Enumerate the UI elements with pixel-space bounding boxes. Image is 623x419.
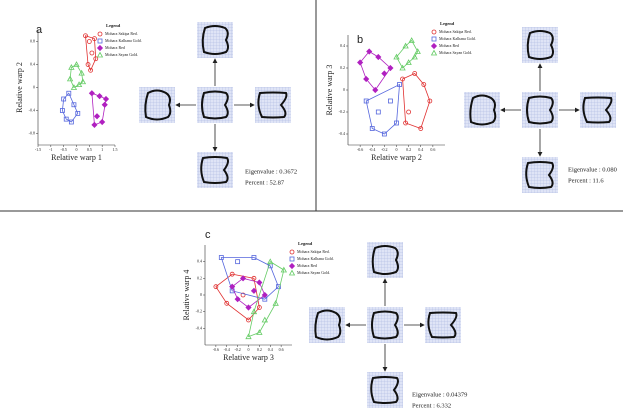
legend-label: Mohara Kalhana Gold. — [439, 36, 476, 41]
annotation: Eigenvalue : 0.3672 — [245, 168, 297, 175]
x-tick-label: 0.4 — [418, 147, 423, 152]
x-tick-label: -0.6 — [213, 347, 219, 352]
x-tick-label: 0.2 — [257, 347, 262, 352]
legend-title: Legend — [440, 21, 455, 26]
y-tick-label: 0.2 — [340, 65, 345, 70]
legend-label: Mohara Sayan Gold. — [105, 52, 138, 57]
y-axis-title: Relative warp 4 — [182, 270, 191, 321]
annotation: Eigenvalue : 0.04379 — [412, 391, 467, 398]
legend-label: Mohara Kalhana Gold. — [297, 256, 334, 261]
x-tick-label: 0.4 — [268, 347, 273, 352]
x-tick-label: -0.4 — [369, 147, 375, 152]
y-tick-label: 0.2 — [197, 275, 202, 280]
annotation: Percent : 52.87 — [245, 179, 285, 186]
legend-label: Mohara Sayan Gold. — [439, 50, 472, 55]
y-axis-title: Relative warp 3 — [325, 65, 334, 116]
legend-label: Mohara Red — [297, 263, 317, 268]
x-axis-title: Relative warp 3 — [223, 353, 274, 362]
y-tick-label: 0.8 — [30, 38, 35, 43]
legend-label: Mohara Sakipa Red. — [297, 249, 330, 254]
y-tick-label: -0.8 — [29, 130, 35, 135]
legend-label: Mohara Sayan Gold. — [297, 270, 330, 275]
legend-label: Mohara Sakipa Red. — [105, 31, 138, 36]
y-tick-label: -0.2 — [196, 309, 202, 314]
legend-label: Mohara Kalhana Gold. — [105, 38, 142, 43]
x-tick-label: -0.2 — [381, 147, 387, 152]
y-tick-label: -0.4 — [196, 325, 202, 330]
y-tick-label: 0.4 — [197, 259, 202, 264]
legend-label: Mohara Red — [439, 43, 459, 48]
y-tick-label: -0.2 — [339, 109, 345, 114]
y-tick-label: 0.4 — [340, 43, 345, 48]
x-tick-label: -0.2 — [234, 347, 240, 352]
x-tick-label: 1 — [101, 147, 103, 152]
y-tick-label: -0.4 — [29, 107, 35, 112]
panel-label: b — [357, 34, 363, 46]
annotation: Percent : 11.6 — [568, 177, 604, 184]
y-tick-label: 0 — [33, 84, 35, 89]
legend-label: Mohara Sakipa Red. — [439, 29, 472, 34]
legend-title: Legend — [106, 23, 121, 28]
panel-label: c — [205, 229, 211, 241]
x-tick-label: -0.4 — [224, 347, 230, 352]
x-tick-label: 0 — [248, 347, 250, 352]
figure: a -1.5 -1 -0.5 0 0.5 1 1.5 -0.8 -0.4 0 0.4 0.8 Relati… — [0, 0, 623, 419]
legend-title: Legend — [298, 241, 313, 246]
x-tick-label: 1.5 — [113, 147, 118, 152]
x-axis-title: Relative warp 1 — [51, 153, 102, 162]
y-tick-label: 0 — [200, 292, 202, 297]
annotation: Percent : 6.332 — [412, 402, 451, 409]
x-tick-label: -1.5 — [35, 147, 41, 152]
x-tick-label: -0.6 — [357, 147, 363, 152]
x-tick-label: 0.6 — [279, 347, 284, 352]
x-tick-label: -0.5 — [60, 147, 66, 152]
legend-label: Mohara Red — [105, 45, 125, 50]
x-tick-label: 0.6 — [430, 147, 435, 152]
y-tick-label: 0 — [343, 87, 345, 92]
x-axis-title: Relative warp 2 — [371, 153, 422, 162]
panel-label: a — [36, 24, 43, 36]
y-tick-label: -0.4 — [339, 131, 345, 136]
y-axis-title: Relative warp 2 — [15, 62, 24, 113]
x-tick-label: 0 — [76, 147, 78, 152]
annotation: Eigenvalue : 0.080 — [568, 166, 617, 173]
y-tick-label: 0.4 — [30, 61, 35, 66]
x-tick-label: -1 — [49, 147, 52, 152]
x-tick-label: 0.5 — [87, 147, 92, 152]
x-tick-label: 0.2 — [406, 147, 411, 152]
x-tick-label: 0 — [396, 147, 398, 152]
